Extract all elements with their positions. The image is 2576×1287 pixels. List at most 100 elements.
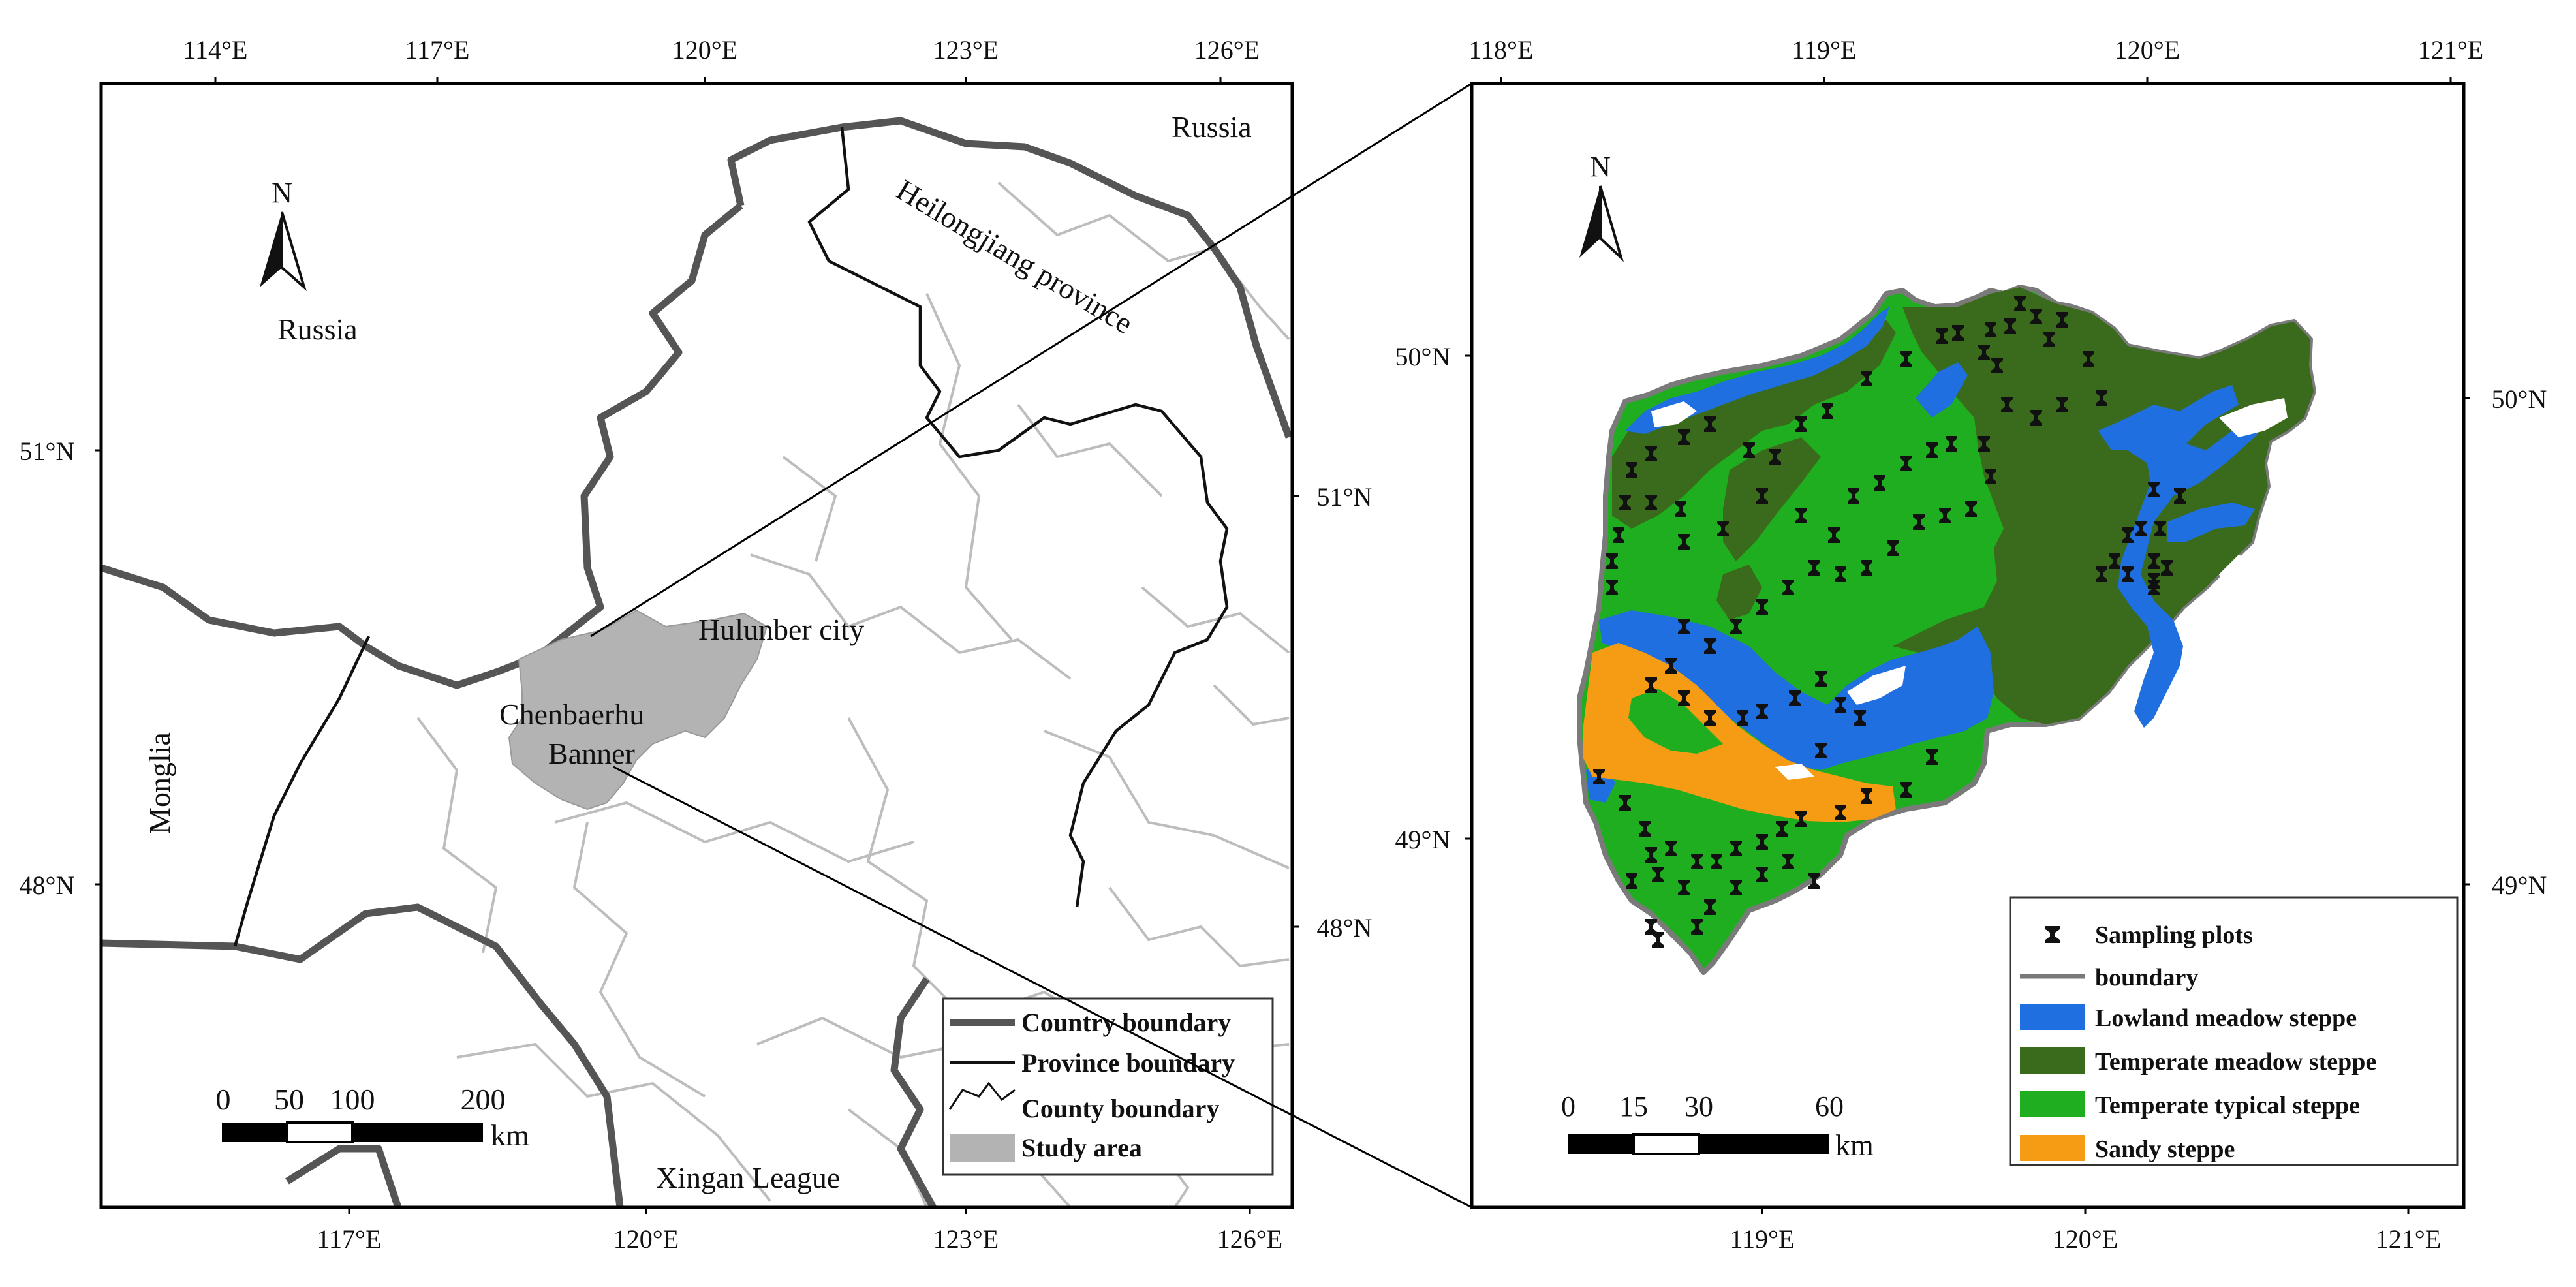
- sampling-plot-marker-icon: [1815, 743, 1827, 758]
- label-xingan: Xingan League: [656, 1161, 840, 1194]
- right-right-tick-0: 50°N: [2492, 384, 2547, 414]
- left-map: 114°E 117°E 120°E 123°E 126°E 117°E 120°…: [20, 35, 1373, 1254]
- sampling-plot-marker-icon: [2174, 488, 2186, 504]
- sampling-plot-marker-icon: [1730, 880, 1742, 895]
- right-north-arrow-icon: N: [1579, 151, 1624, 262]
- right-top-tick-3: 121°E: [2418, 35, 2483, 65]
- sampling-plot-marker-icon: [2148, 580, 2160, 595]
- left-bottom-tick-3: 126°E: [1217, 1224, 1282, 1254]
- sampling-plot-marker-icon: [1730, 841, 1742, 856]
- left-legend: Country boundary Province boundary Count…: [942, 997, 1274, 1176]
- sampling-plot-marker-icon: [1887, 540, 1899, 556]
- sampling-plot-marker-icon: [2056, 397, 2068, 412]
- sampling-plot-marker-icon: [1678, 619, 1690, 634]
- label-hulunber: Hulunber city: [698, 613, 864, 646]
- sampling-plot-marker-icon: [1900, 456, 1912, 471]
- sampling-plot-marker-icon: [1769, 449, 1781, 465]
- sampling-plot-marker-icon: [1756, 599, 1768, 615]
- country-boundaries: [101, 117, 1292, 1207]
- left-right-tick-0: 51°N: [1317, 482, 1373, 512]
- left-north-arrow-icon: N: [260, 177, 307, 292]
- sampling-plot-marker-icon: [2096, 566, 2107, 582]
- legend-sampling-plot-marker: [2045, 926, 2060, 943]
- label-russia-left: Russia: [277, 313, 358, 346]
- svg-text:N: N: [272, 177, 292, 209]
- sampling-plot-marker-icon: [1782, 854, 1794, 869]
- sampling-plot-marker-icon: [1991, 358, 2003, 373]
- non-steppe-gaps: [1651, 398, 2288, 780]
- sampling-plot-marker-icon: [2083, 351, 2094, 367]
- province-boundaries: [233, 127, 1229, 947]
- left-left-tick-1: 48°N: [20, 871, 75, 900]
- sampling-plot-marker-icon: [1782, 580, 1794, 595]
- left-top-tick-2: 120°E: [672, 35, 737, 65]
- label-russia-top: Russia: [1172, 110, 1252, 144]
- sampling-plot-marker-icon: [2148, 553, 2160, 569]
- sampling-plot-marker-icon: [1717, 521, 1729, 536]
- right-tick-marks: [1465, 77, 2470, 1214]
- sampling-plot-marker-icon: [1900, 351, 1912, 367]
- sampling-plot-marker-icon: [1711, 854, 1722, 869]
- sampling-plot-marker-icon: [1645, 495, 1657, 510]
- right-scale-tick-3: 60: [1815, 1091, 1844, 1123]
- sampling-plot-marker-icon: [1626, 873, 1637, 889]
- sampling-plot-marker-icon: [1789, 690, 1801, 706]
- sampling-plot-marker-icon: [1756, 488, 1768, 504]
- right-legend-lowland: Lowland meadow steppe: [2095, 1004, 2357, 1032]
- left-coordinate-labels: 114°E 117°E 120°E 123°E 126°E 117°E 120°…: [20, 35, 1373, 1254]
- sampling-plot-marker-icon: [1645, 677, 1657, 693]
- left-bottom-tick-0: 117°E: [317, 1224, 382, 1254]
- right-map: 118°E 119°E 120°E 121°E 119°E 120°E 121°…: [1395, 35, 2547, 1254]
- sampling-plot-marker-icon: [1626, 462, 1637, 478]
- sampling-plot-marker-icon: [1936, 328, 1948, 344]
- sampling-plot-marker-icon: [1985, 469, 1996, 484]
- sampling-plot-marker-icon: [2004, 318, 2016, 334]
- sampling-plot-marker-icon: [1946, 436, 1957, 452]
- sampling-plot-marker-icon: [1985, 322, 1996, 337]
- sampling-plot-marker-icon: [1704, 638, 1716, 654]
- left-top-tick-3: 123°E: [933, 35, 999, 65]
- left-bottom-tick-1: 120°E: [613, 1224, 679, 1254]
- sandy-steppe-inner-gap: [1628, 689, 1723, 754]
- left-left-tick-0: 51°N: [20, 437, 75, 466]
- sampling-plot-marker-icon: [1776, 821, 1788, 837]
- sampling-plot-marker-icon: [1978, 345, 1990, 360]
- left-scale-bar: 0 50 100 200 km: [216, 1083, 530, 1152]
- sampling-plot-marker-icon: [1737, 710, 1748, 726]
- sampling-plot-marker-icon: [1874, 475, 1885, 491]
- sampling-plot-marker-icon: [1815, 671, 1827, 687]
- sampling-plot-marker-icon: [1665, 658, 1677, 674]
- sampling-plot-marker-icon: [1926, 442, 1938, 458]
- lowland-steppe-area-river: [1599, 610, 1994, 770]
- left-scale-tick-3: 200: [461, 1083, 506, 1116]
- sampling-plot-marker-icon: [1613, 527, 1624, 543]
- label-chenbaerhu-line1: Chenbaerhu: [499, 698, 644, 731]
- svg-text:N: N: [1590, 151, 1611, 183]
- right-map-frame: [1470, 82, 2466, 1209]
- sampling-plot-marker-icon: [1593, 769, 1605, 784]
- sampling-plot-marker-icon: [2030, 309, 2042, 324]
- sampling-plot-marker-icon: [1952, 325, 1964, 341]
- right-legend-typical: Temperate typical steppe: [2095, 1092, 2360, 1119]
- right-legend-boundary: boundary: [2095, 964, 2198, 991]
- lowland-steppe-area-creek: [1916, 362, 1968, 418]
- sampling-plot-marker-icon: [1939, 508, 1951, 523]
- sampling-plot-marker-icon: [1678, 690, 1690, 706]
- sampling-plot-marker-icon: [1645, 919, 1657, 935]
- left-legend-study: Study area: [1021, 1133, 1142, 1162]
- sampling-plot-marker-icon: [1665, 841, 1677, 856]
- sampling-plot-marker-icon: [1675, 501, 1686, 517]
- right-top-tick-2: 120°E: [2115, 35, 2180, 65]
- sampling-plot-marker-icon: [1645, 847, 1657, 863]
- sampling-plot-marker-icon: [2148, 482, 2160, 497]
- meadow-steppe-area-central: [1723, 437, 1821, 561]
- sampling-plot-marker-icon: [1835, 805, 1846, 820]
- left-scale-unit: km: [491, 1119, 529, 1152]
- sampling-plot-marker-icon: [2122, 566, 2134, 582]
- right-right-tick-1: 49°N: [2492, 871, 2547, 900]
- sampling-plot-marker-icon: [1808, 560, 1820, 576]
- sampling-plot-marker-icon: [1691, 854, 1703, 869]
- sampling-plot-marker-icon: [1730, 619, 1742, 634]
- sampling-plot-marker-icon: [1756, 704, 1768, 719]
- sampling-plot-marker-icon: [2001, 397, 2013, 412]
